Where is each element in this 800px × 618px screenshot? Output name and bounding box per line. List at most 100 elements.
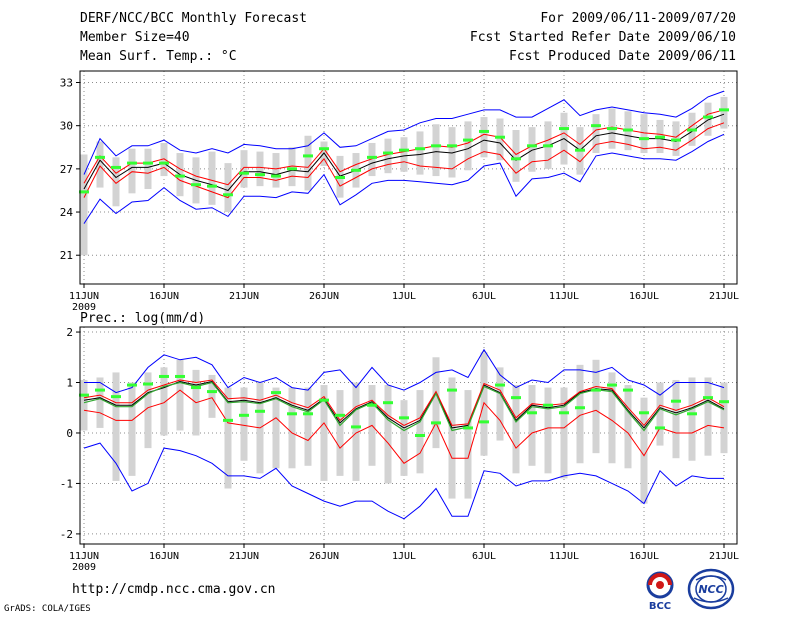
observation-marker <box>719 108 729 112</box>
ensemble-spread-box <box>112 372 120 481</box>
precip-panel-title: Prec.: log(mm/d) <box>80 311 205 326</box>
ensemble-spread-box <box>96 377 104 428</box>
observation-marker <box>527 411 537 415</box>
observation-marker <box>479 420 489 424</box>
observation-marker <box>79 393 89 397</box>
ensemble-spread-box <box>480 117 488 158</box>
ensemble-spread-box <box>512 130 520 182</box>
ensemble-spread-box <box>448 377 456 499</box>
source-url[interactable]: http://cmdp.ncc.cma.gov.cn <box>72 582 276 597</box>
observation-marker <box>95 388 105 392</box>
y-tick-label: -2 <box>60 528 73 541</box>
ncc-logo: NCC <box>687 568 735 610</box>
y-tick-label: 1 <box>66 377 73 390</box>
observation-marker <box>671 138 681 142</box>
chart-panel-1: -2 -1 0 1 2 11JUN 16JUN 21JUN 26JUN 1JUL 6JUL 11JUL… <box>60 311 739 573</box>
observation-marker <box>703 115 713 119</box>
observation-marker <box>559 411 569 415</box>
ncc-logo-text: NCC <box>698 583 723 596</box>
ensemble-spread-box <box>272 153 280 188</box>
ensemble-spread-box <box>720 96 728 129</box>
observation-marker <box>159 161 169 165</box>
series-line-upper-bound <box>83 90 725 175</box>
observation-marker <box>95 155 105 159</box>
y-tick-label: -1 <box>60 477 73 490</box>
observation-marker <box>367 403 377 407</box>
member-size: Member Size=40 <box>80 30 190 45</box>
observation-marker <box>415 434 425 437</box>
observation-marker <box>351 425 361 429</box>
observation-marker <box>591 124 601 128</box>
series-line-ensemble-mean <box>83 380 725 429</box>
y-tick-label: 21 <box>60 249 73 262</box>
x-tick-label: 21JUN <box>229 551 259 562</box>
observation-marker <box>607 127 617 131</box>
y-tick-label: 0 <box>66 427 73 440</box>
bcc-logo: BCC <box>646 571 674 612</box>
ensemble-spread-box <box>384 385 392 484</box>
x-year-label: 2009 <box>72 562 96 573</box>
ensemble-spread-box <box>640 114 648 154</box>
observation-marker <box>223 418 233 422</box>
ensemble-spread-box <box>128 382 136 476</box>
observation-marker <box>511 396 521 400</box>
observation-marker <box>319 398 329 402</box>
observation-marker <box>111 395 121 399</box>
ensemble-spread-box <box>112 157 120 207</box>
header-right: For 2009/06/11-2009/07/20 Fcst Started Re… <box>470 9 736 66</box>
observation-marker <box>607 383 617 387</box>
ensemble-spread-box <box>352 382 360 481</box>
observation-marker <box>303 154 313 158</box>
ensemble-spread-box <box>592 359 600 454</box>
observation-marker <box>207 184 217 188</box>
observation-marker <box>351 168 361 172</box>
observation-marker <box>415 147 425 151</box>
x-tick-label: 26JUN <box>309 551 339 562</box>
ensemble-spread-box <box>512 385 520 474</box>
observation-marker <box>687 412 697 416</box>
x-tick-label: 21JUL <box>709 291 739 302</box>
ensemble-spread-box <box>560 387 568 479</box>
ensemble-spread-box <box>656 382 664 446</box>
observation-marker <box>399 416 409 420</box>
observation-marker <box>159 374 169 378</box>
ensemble-spread-box <box>640 397 648 504</box>
temp-panel-title: Mean Surf. Temp.: °C <box>80 49 237 64</box>
ensemble-spread-box <box>160 142 168 177</box>
ensemble-spread-box <box>384 138 392 174</box>
ensemble-spread-box <box>672 379 680 459</box>
observation-marker <box>639 411 649 415</box>
observation-marker <box>255 409 265 413</box>
observation-marker <box>591 388 601 392</box>
x-tick-label: 11JUN <box>69 551 99 562</box>
ensemble-spread-box <box>416 131 424 175</box>
observation-marker <box>255 173 265 177</box>
fcst-produced-date: Fcst Produced Date 2009/06/11 <box>509 49 736 64</box>
observation-marker <box>79 190 89 194</box>
observation-marker <box>287 412 297 416</box>
ensemble-spread-box <box>272 387 280 469</box>
ensemble-spread-box <box>368 142 376 177</box>
series-line-mean-sigma <box>83 122 725 199</box>
ensemble-spread-box <box>288 387 296 469</box>
x-tick-label: 21JUN <box>229 291 259 302</box>
observation-marker <box>463 138 473 142</box>
observation-marker <box>495 383 505 387</box>
observation-marker <box>655 135 665 139</box>
fcst-started-date: Fcst Started Refer Date 2009/06/10 <box>469 30 736 45</box>
ensemble-spread-box <box>144 372 152 449</box>
observation-marker <box>175 374 185 378</box>
x-tick-label: 6JUL <box>472 551 496 562</box>
ensemble-spread-box <box>288 147 296 187</box>
x-tick-label: 21JUL <box>709 551 739 562</box>
ensemble-spread-box <box>528 127 536 172</box>
ensemble-spread-box <box>144 148 152 190</box>
plot-frame <box>79 70 738 285</box>
y-tick-label: 30 <box>60 120 73 133</box>
ensemble-spread-box <box>688 377 696 461</box>
y-tick-label: 27 <box>60 163 73 176</box>
observation-marker <box>175 174 185 178</box>
observation-marker <box>575 406 585 410</box>
ensemble-spread-box <box>528 385 536 466</box>
